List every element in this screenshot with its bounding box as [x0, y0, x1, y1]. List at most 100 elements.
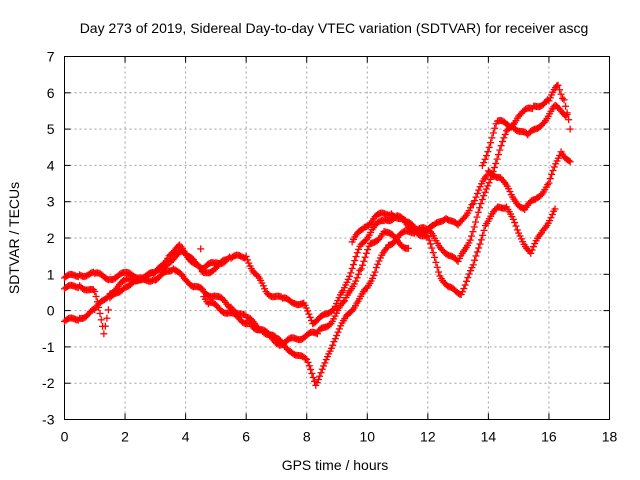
data-point: [480, 192, 488, 200]
data-point: [364, 246, 372, 254]
data-point: [563, 111, 571, 119]
data-point: [474, 208, 482, 216]
chart-title: Day 273 of 2019, Sidereal Day-to-day VTE…: [80, 20, 589, 36]
data-point: [480, 226, 488, 234]
data-point: [331, 335, 339, 343]
data-point: [360, 257, 368, 265]
data-point: [103, 294, 111, 302]
data-point: [361, 253, 369, 261]
data-point: [353, 249, 361, 257]
data-point: [482, 185, 490, 193]
y-tick-label: -2: [42, 375, 55, 391]
data-point: [466, 204, 474, 212]
data-point: [471, 256, 479, 264]
data-point: [509, 215, 517, 223]
data-point: [548, 170, 556, 178]
data-point: [565, 157, 573, 165]
data-point: [433, 263, 441, 271]
data-point: [223, 256, 231, 264]
data-point: [468, 201, 476, 209]
data-point: [404, 244, 412, 252]
data-point: [465, 270, 473, 278]
data-point: [101, 322, 109, 330]
data-point: [329, 341, 337, 349]
y-axis-label: SDTVAR / TECUs: [6, 182, 22, 294]
data-point: [359, 261, 367, 269]
data-point: [529, 243, 537, 251]
data-point: [469, 200, 477, 208]
data-point: [478, 162, 486, 170]
data-point: [432, 258, 440, 266]
data-point: [96, 309, 104, 317]
data-point: [357, 265, 365, 273]
data-point: [468, 232, 476, 240]
data-point: [469, 261, 477, 269]
x-tick-label: 16: [541, 429, 557, 445]
data-point: [484, 148, 492, 156]
data-point: [247, 319, 255, 327]
data-point: [496, 146, 504, 154]
data-point: [370, 271, 378, 279]
data-point: [375, 257, 383, 265]
data-point: [490, 164, 498, 172]
data-point: [566, 125, 574, 133]
data-point: [349, 261, 357, 269]
x-tick-label: 6: [242, 429, 250, 445]
data-point: [353, 274, 361, 282]
data-point: [489, 129, 497, 137]
data-point: [458, 288, 466, 296]
data-point: [307, 366, 315, 374]
data-point: [366, 220, 374, 228]
x-tick-label: 4: [182, 429, 190, 445]
data-point: [334, 328, 342, 336]
data-point: [314, 376, 322, 384]
data-point: [428, 244, 436, 252]
data-point: [318, 365, 326, 373]
data-point: [494, 151, 502, 159]
data-point: [454, 257, 462, 265]
data-point: [382, 245, 390, 253]
data-point: [551, 205, 559, 213]
data-point: [333, 332, 341, 340]
data-point: [475, 244, 483, 252]
data-point: [305, 362, 313, 370]
data-point: [304, 358, 312, 366]
data-point: [488, 134, 496, 142]
data-point: [425, 236, 433, 244]
data-point: [97, 316, 105, 324]
x-tick-label: 0: [61, 429, 69, 445]
data-point: [472, 252, 480, 260]
data-point: [476, 240, 484, 248]
y-tick-label: -1: [42, 339, 55, 355]
data-point: [547, 214, 555, 222]
x-tick-label: 2: [121, 429, 129, 445]
data-point: [317, 369, 325, 377]
data-point: [557, 90, 565, 98]
data-point: [301, 355, 309, 363]
data-point: [562, 112, 570, 120]
data-point: [304, 307, 312, 315]
data-point: [472, 193, 480, 201]
data-point: [313, 330, 321, 338]
data-point: [506, 188, 514, 196]
data-point: [501, 130, 509, 138]
data-point: [355, 245, 363, 253]
data-point: [103, 314, 111, 322]
data-point: [550, 163, 558, 171]
data-point: [335, 325, 343, 333]
data-point: [313, 379, 321, 387]
data-point: [321, 359, 329, 367]
data-point: [499, 138, 507, 146]
data-point: [491, 124, 499, 132]
y-tick-label: 4: [47, 157, 55, 173]
data-point: [469, 228, 477, 236]
data-point: [511, 219, 519, 227]
data-point: [546, 175, 554, 183]
data-point: [320, 362, 328, 370]
data-marks: [61, 81, 574, 389]
data-point: [91, 287, 99, 295]
data-point: [473, 190, 481, 198]
x-tick-label: 18: [602, 429, 618, 445]
data-point: [427, 240, 435, 248]
y-tick-label: 3: [47, 194, 55, 210]
